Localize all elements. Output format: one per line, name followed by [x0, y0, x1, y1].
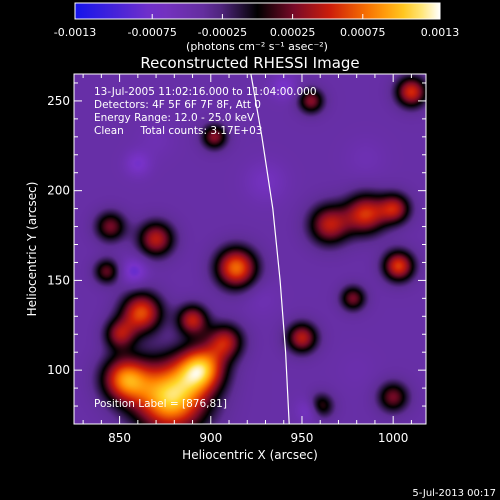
solar-limb-line — [250, 73, 290, 425]
position-label: Position Label = [876,81] — [94, 398, 227, 410]
colorbar-gradient — [75, 3, 440, 19]
colorbar-tick-label: -0.0013 — [54, 26, 96, 39]
colorbar: -0.0013 -0.00075 -0.00025 0.00025 0.00075 0.0… — [54, 2, 459, 53]
y-tick-label: 150 — [47, 273, 70, 287]
x-tick-label: 950 — [291, 431, 314, 445]
y-tick-label: 100 — [47, 363, 70, 377]
annotation-detectors: Detectors: 4F 5F 6F 7F 8F, Att 0 — [94, 99, 261, 111]
y-tick-label: 250 — [47, 94, 70, 108]
colorbar-frame — [74, 2, 441, 20]
footer-timestamp: 5-Jul-2013 00:17 — [412, 488, 496, 499]
axis-ticks: 850 900 950 1000 100 150 200 250 — [47, 74, 426, 445]
colorbar-tick-label: -0.00075 — [127, 26, 176, 39]
annotation-block: 13-Jul-2005 11:02:16.000 to 11:04:00.000… — [94, 86, 317, 137]
colorbar-tick-label: 0.0013 — [421, 26, 460, 39]
y-axis-label: Heliocentric Y (arcsec) — [25, 182, 39, 317]
annotation-time-range: 13-Jul-2005 11:02:16.000 to 11:04:00.000 — [94, 86, 317, 98]
colorbar-tick-label: -0.00025 — [198, 26, 247, 39]
colorbar-tick-label: 0.00025 — [270, 26, 316, 39]
annotation-energy-range: Energy Range: 12.0 - 25.0 keV — [94, 112, 255, 124]
x-axis-label: Heliocentric X (arcsec) — [182, 448, 318, 462]
annotation-clean-counts: Clean Total counts: 3.17E+03 — [94, 125, 263, 137]
heatmap-container — [74, 74, 426, 424]
colorbar-tick-label: 0.00075 — [340, 26, 386, 39]
x-tick-label: 900 — [199, 431, 222, 445]
colorbar-ticks: -0.0013 -0.00075 -0.00025 0.00025 0.00075 0.0… — [54, 14, 459, 39]
chart-title: Reconstructed RHESSI Image — [140, 54, 359, 72]
plot-frame — [73, 73, 427, 425]
x-tick-label: 850 — [108, 431, 131, 445]
x-tick-label: 1000 — [378, 431, 409, 445]
colorbar-units: (photons cm⁻² s⁻¹ asec⁻²) — [186, 40, 328, 53]
y-tick-label: 200 — [47, 184, 70, 198]
heatmap-canvas — [74, 74, 426, 424]
